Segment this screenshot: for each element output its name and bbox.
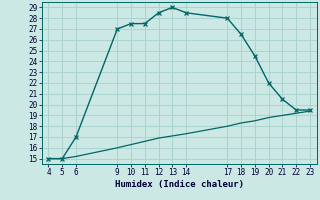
X-axis label: Humidex (Indice chaleur): Humidex (Indice chaleur) [115,180,244,189]
